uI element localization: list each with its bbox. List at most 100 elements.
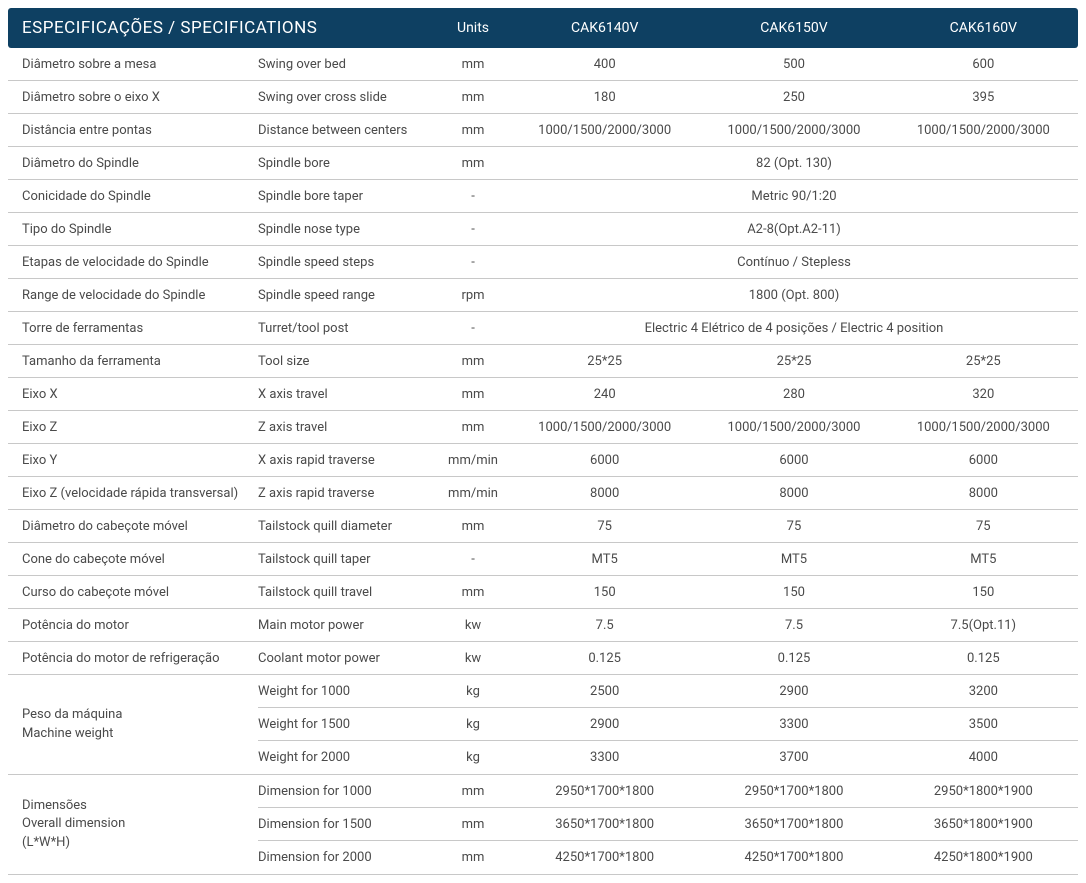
spec-name-pt: Diâmetro sobre o eixo X <box>8 81 258 113</box>
spec-value: 2950*1800*1900 <box>889 775 1078 807</box>
spec-value: 0.125 <box>889 642 1078 674</box>
table-row: Eixo XX axis travelmm240280320 <box>8 378 1078 411</box>
spec-name-pt: Diâmetro do Spindle <box>8 147 258 179</box>
spec-name-en: Weight for 1500 <box>258 708 436 740</box>
table-row: Diâmetro sobre a mesaSwing over bedmm400… <box>8 48 1078 81</box>
spec-name-pt: Tipo do Spindle <box>8 213 258 245</box>
spec-name-en: Dimension for 2000 <box>258 841 436 874</box>
spec-value: 3650*1800*1900 <box>889 808 1078 840</box>
table-row: Potência do motor de refrigeraçãoCoolant… <box>8 642 1078 675</box>
spec-unit: - <box>436 246 510 278</box>
table-row: Diâmetro sobre o eixo XSwing over cross … <box>8 81 1078 114</box>
spec-name-pt: Distância entre pontas <box>8 114 258 146</box>
spec-unit: mm <box>436 147 510 179</box>
spec-name-en: Tailstock quill taper <box>258 543 436 575</box>
spec-name-en: Turret/tool post <box>258 312 436 344</box>
spec-name-en: Weight for 1000 <box>258 675 436 707</box>
spec-value: 75 <box>510 510 699 542</box>
group-label-pt: Dimensões <box>22 797 258 815</box>
spec-unit: kg <box>436 675 510 707</box>
spec-value: 3650*1700*1800 <box>510 808 699 840</box>
spec-value: 2900 <box>510 708 699 740</box>
spec-name-en: X axis rapid traverse <box>258 444 436 476</box>
spec-value: MT5 <box>699 543 888 575</box>
spec-value: 3700 <box>699 741 888 774</box>
spec-value: 25*25 <box>510 345 699 377</box>
spec-unit: mm <box>436 808 510 840</box>
spec-name-en: Spindle bore taper <box>258 180 436 212</box>
table-row: Tipo do SpindleSpindle nose type-A2-8(Op… <box>8 213 1078 246</box>
spec-value: 25*25 <box>889 345 1078 377</box>
spec-name-pt: Range de velocidade do Spindle <box>8 279 258 311</box>
spec-value: MT5 <box>510 543 699 575</box>
spec-unit: - <box>436 312 510 344</box>
spec-value: 7.5 <box>699 609 888 641</box>
spec-name-en: Coolant motor power <box>258 642 436 674</box>
table-row: Distância entre pontasDistance between c… <box>8 114 1078 147</box>
spec-unit: mm <box>436 411 510 443</box>
table-row: Etapas de velocidade do SpindleSpindle s… <box>8 246 1078 279</box>
spec-value: 2950*1700*1800 <box>699 775 888 807</box>
spec-name-en: Z axis rapid traverse <box>258 477 436 509</box>
table-row: Eixo Z (velocidade rápida transversal)Z … <box>8 477 1078 510</box>
spec-name-pt: Diâmetro do cabeçote móvel <box>8 510 258 542</box>
spec-value: MT5 <box>889 543 1078 575</box>
table-row: Conicidade do SpindleSpindle bore taper-… <box>8 180 1078 213</box>
spec-unit: - <box>436 543 510 575</box>
table-group-row: Peso da máquinaMachine weightWeight for … <box>8 675 1078 775</box>
group-label-en: Overall dimension <box>22 815 258 833</box>
spec-name-en: Weight for 2000 <box>258 741 436 774</box>
spec-name-pt: Conicidade do Spindle <box>8 180 258 212</box>
table-row: Range de velocidade do SpindleSpindle sp… <box>8 279 1078 312</box>
spec-name-en: Dimension for 1000 <box>258 775 436 807</box>
table-sub-row: Weight for 1500kg290033003500 <box>258 708 1078 741</box>
spec-value: 25*25 <box>699 345 888 377</box>
spec-value: 320 <box>889 378 1078 410</box>
specifications-table: ESPECIFICAÇÕES / SPECIFICATIONS Units CA… <box>8 8 1078 875</box>
group-label-extra: (L*W*H) <box>22 834 258 852</box>
spec-unit: rpm <box>436 279 510 311</box>
spec-value: 3500 <box>889 708 1078 740</box>
spec-value: 150 <box>510 576 699 608</box>
spec-value: 1000/1500/2000/3000 <box>510 411 699 443</box>
spec-value: 75 <box>889 510 1078 542</box>
group-label: DimensõesOverall dimension(L*W*H) <box>8 775 258 874</box>
spec-value: 1000/1500/2000/3000 <box>699 411 888 443</box>
spec-value: 6000 <box>510 444 699 476</box>
spec-name-en: Swing over bed <box>258 48 436 80</box>
spec-unit: mm <box>436 345 510 377</box>
spec-name-en: Spindle nose type <box>258 213 436 245</box>
spec-value-merged: Contínuo / Stepless <box>510 246 1078 278</box>
spec-name-en: Spindle speed steps <box>258 246 436 278</box>
spec-unit: mm <box>436 576 510 608</box>
table-sub-row: Weight for 1000kg250029003200 <box>258 675 1078 708</box>
table-row: Eixo YX axis rapid traversemm/min6000600… <box>8 444 1078 477</box>
spec-name-pt: Potência do motor de refrigeração <box>8 642 258 674</box>
table-row: Diâmetro do cabeçote móvelTailstock quil… <box>8 510 1078 543</box>
header-title: ESPECIFICAÇÕES / SPECIFICATIONS <box>8 18 436 38</box>
spec-value: 3650*1700*1800 <box>699 808 888 840</box>
spec-name-en: Spindle speed range <box>258 279 436 311</box>
spec-name-en: Dimension for 1500 <box>258 808 436 840</box>
spec-unit: - <box>436 213 510 245</box>
spec-value: 500 <box>699 48 888 80</box>
spec-unit: - <box>436 180 510 212</box>
header-model-1: CAK6150V <box>699 20 888 36</box>
header-model-0: CAK6140V <box>510 20 699 36</box>
spec-value: 4250*1700*1800 <box>510 841 699 874</box>
table-sub-row: Dimension for 1500mm3650*1700*18003650*1… <box>258 808 1078 841</box>
spec-name-en: Spindle bore <box>258 147 436 179</box>
spec-name-en: Z axis travel <box>258 411 436 443</box>
spec-value: 240 <box>510 378 699 410</box>
table-sub-row: Dimension for 1000mm2950*1700*18002950*1… <box>258 775 1078 808</box>
spec-value: 8000 <box>699 477 888 509</box>
group-label-pt: Peso da máquina <box>22 706 258 724</box>
spec-value: 280 <box>699 378 888 410</box>
spec-unit: mm <box>436 378 510 410</box>
spec-value: 3300 <box>510 741 699 774</box>
spec-value-merged: 82 (Opt. 130) <box>510 147 1078 179</box>
table-sub-row: Weight for 2000kg330037004000 <box>258 741 1078 774</box>
spec-name-en: Swing over cross slide <box>258 81 436 113</box>
spec-value: 3200 <box>889 675 1078 707</box>
spec-name-pt: Eixo Z (velocidade rápida transversal) <box>8 477 258 509</box>
